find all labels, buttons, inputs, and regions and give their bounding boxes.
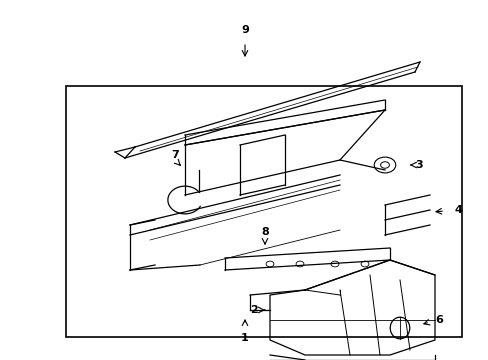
Text: 3: 3: [414, 160, 422, 170]
Text: 8: 8: [261, 227, 268, 237]
Bar: [66, 86, 461, 337]
Text: 6: 6: [434, 315, 442, 325]
Text: 2: 2: [250, 305, 258, 315]
Text: 7: 7: [171, 150, 179, 160]
Text: 9: 9: [241, 25, 248, 35]
Text: 4: 4: [454, 205, 462, 215]
Text: 1: 1: [241, 333, 248, 343]
